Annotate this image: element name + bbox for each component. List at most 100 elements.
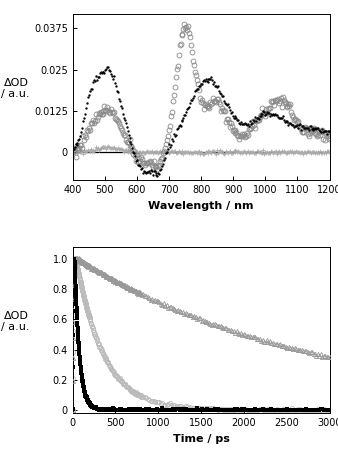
Point bbox=[215, 83, 221, 90]
Point bbox=[173, 131, 178, 138]
Point bbox=[215, 84, 220, 91]
Point bbox=[317, 128, 323, 135]
Point bbox=[273, 111, 279, 118]
Point bbox=[164, 148, 170, 156]
Point bbox=[268, 110, 274, 118]
Point bbox=[288, 119, 293, 127]
Point bbox=[204, 78, 209, 85]
Point bbox=[80, 118, 86, 125]
Point bbox=[174, 126, 179, 133]
Point bbox=[143, 169, 149, 176]
Point bbox=[189, 96, 194, 103]
Point bbox=[134, 157, 139, 164]
Point bbox=[235, 116, 240, 123]
Point bbox=[257, 112, 262, 119]
Point bbox=[294, 122, 300, 129]
Point bbox=[111, 75, 116, 83]
Point bbox=[135, 157, 140, 164]
Point bbox=[274, 111, 280, 118]
Point bbox=[94, 77, 99, 84]
Point bbox=[303, 124, 309, 131]
Point bbox=[114, 88, 120, 95]
Point bbox=[199, 80, 204, 87]
Point bbox=[203, 75, 208, 83]
Point bbox=[270, 110, 276, 118]
Point bbox=[282, 118, 287, 125]
Point bbox=[154, 171, 159, 178]
Point bbox=[321, 127, 327, 134]
Point bbox=[159, 166, 164, 173]
Point bbox=[75, 142, 80, 149]
Point bbox=[256, 115, 261, 122]
Point bbox=[87, 87, 93, 94]
Point bbox=[95, 74, 100, 81]
Point bbox=[93, 72, 98, 79]
Point bbox=[298, 126, 304, 133]
Point bbox=[196, 82, 201, 89]
Point bbox=[308, 123, 313, 130]
Point bbox=[202, 77, 207, 84]
Point bbox=[79, 128, 84, 135]
Point bbox=[289, 120, 294, 127]
Point bbox=[284, 118, 289, 126]
Point bbox=[248, 120, 254, 128]
Point bbox=[291, 121, 296, 128]
Point bbox=[158, 166, 163, 173]
Point bbox=[163, 149, 169, 156]
Point bbox=[317, 127, 322, 134]
Point bbox=[185, 105, 190, 113]
Point bbox=[285, 118, 290, 125]
Point bbox=[163, 154, 168, 162]
Point bbox=[267, 113, 273, 120]
Point bbox=[213, 83, 218, 90]
Point bbox=[131, 149, 137, 156]
Point bbox=[186, 104, 191, 111]
Point bbox=[73, 140, 78, 148]
Point bbox=[141, 167, 147, 174]
Point bbox=[224, 102, 230, 109]
Point bbox=[121, 115, 126, 122]
Point bbox=[200, 77, 206, 84]
Point bbox=[112, 73, 117, 80]
Point bbox=[107, 68, 113, 75]
Point bbox=[233, 114, 238, 122]
Point bbox=[240, 121, 245, 128]
Point bbox=[315, 124, 320, 131]
Point bbox=[290, 122, 295, 129]
Point bbox=[260, 110, 265, 118]
Point bbox=[103, 66, 108, 74]
Point bbox=[116, 96, 122, 103]
Point bbox=[151, 167, 156, 174]
X-axis label: Time / ps: Time / ps bbox=[173, 434, 230, 444]
Point bbox=[302, 124, 308, 132]
Point bbox=[105, 63, 110, 70]
Point bbox=[104, 65, 109, 72]
Point bbox=[124, 124, 129, 131]
Point bbox=[246, 122, 252, 129]
X-axis label: Wavelength / nm: Wavelength / nm bbox=[148, 201, 254, 211]
Point bbox=[120, 110, 125, 117]
Point bbox=[169, 136, 175, 143]
Point bbox=[245, 120, 251, 128]
Point bbox=[280, 112, 285, 119]
Point bbox=[119, 104, 124, 112]
Point bbox=[240, 121, 246, 128]
Point bbox=[150, 171, 155, 178]
Point bbox=[316, 124, 321, 132]
Point bbox=[311, 124, 316, 131]
Point bbox=[327, 128, 333, 135]
Point bbox=[205, 78, 210, 85]
Point bbox=[137, 163, 143, 170]
Point bbox=[217, 89, 223, 97]
Point bbox=[283, 118, 288, 125]
Point bbox=[206, 75, 211, 82]
Point bbox=[195, 85, 201, 93]
Point bbox=[304, 124, 310, 132]
Point bbox=[269, 112, 275, 119]
Point bbox=[207, 76, 212, 83]
Point bbox=[243, 120, 249, 128]
Point bbox=[272, 110, 278, 118]
Point bbox=[168, 141, 174, 148]
Point bbox=[305, 124, 310, 132]
Point bbox=[237, 119, 242, 127]
